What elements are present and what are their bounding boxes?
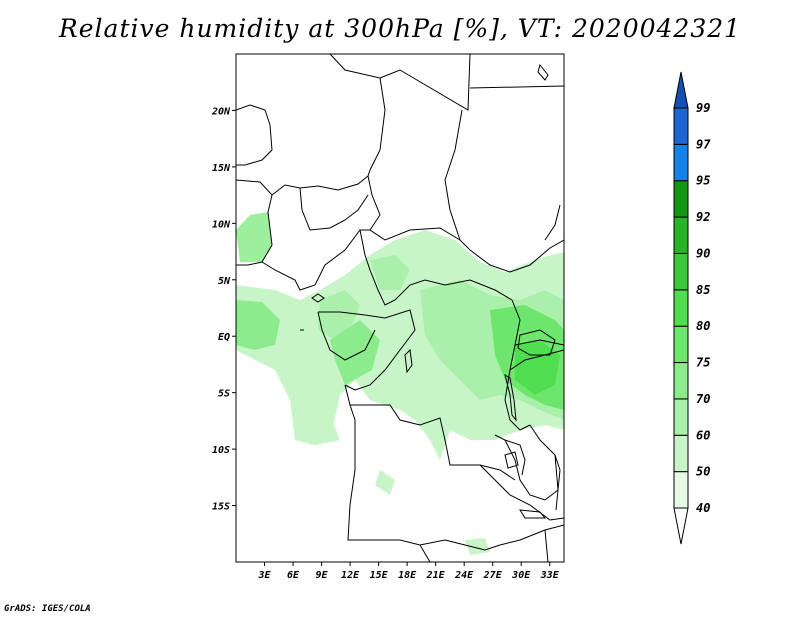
x-tick-label: 30E — [511, 570, 531, 581]
colorbar-min-arrow — [673, 507, 689, 545]
y-tick-label: 20N — [211, 106, 231, 117]
y-tick-label: 15S — [212, 502, 230, 513]
colorbar-label: 40 — [696, 501, 710, 515]
country-borders — [236, 54, 564, 562]
colorbar-label: 50 — [696, 465, 710, 479]
colorbar-label: 92 — [696, 210, 710, 224]
colorbar: 40 50 60 70 75 80 85 90 92 95 97 99 — [673, 71, 711, 545]
grads-credit: GrADS: IGES/COLA — [4, 604, 91, 614]
x-tick-label: 27E — [483, 570, 503, 581]
x-tick-label: 9E — [316, 570, 329, 581]
y-tick-label: 10S — [212, 445, 230, 456]
colorbar-segment — [673, 362, 689, 400]
colorbar-label: 90 — [696, 246, 710, 260]
y-tick-label: 10N — [212, 219, 231, 230]
lakes — [300, 63, 556, 519]
colorbar-segment — [673, 252, 689, 291]
colorbar-segment — [673, 325, 689, 364]
colorbar-label: 95 — [696, 174, 710, 188]
colorbar-label: 60 — [696, 428, 710, 442]
colorbar-label: 85 — [696, 283, 710, 297]
colorbar-label: 70 — [696, 392, 710, 406]
colorbar-segment — [673, 289, 689, 327]
map-axes: 3E 6E 9E 12E 15E 18E 21E 24E 27E 30E 33E 20N 15N 10N 5… — [211, 106, 560, 581]
y-tick-label: EQ — [218, 332, 230, 343]
colorbar-segment — [673, 434, 689, 473]
colorbar-label: 75 — [696, 356, 710, 370]
x-tick-label: 21E — [426, 570, 446, 581]
colorbar-segment — [673, 398, 689, 436]
colorbar-segment — [673, 107, 689, 145]
colorbar-max-arrow — [673, 71, 689, 109]
map-title: Relative humidity at 300hPa [%], VT: 202… — [58, 14, 742, 43]
colorbar-label: 80 — [696, 319, 710, 333]
colorbar-segment — [673, 143, 689, 182]
humidity-field — [236, 212, 564, 555]
x-tick-label: 33E — [540, 570, 560, 581]
x-tick-label: 6E — [287, 570, 300, 581]
colorbar-segment — [673, 471, 689, 509]
x-tick-label: 12E — [341, 570, 360, 581]
colorbar-segment — [673, 180, 689, 218]
colorbar-label: 99 — [696, 101, 710, 115]
map-frame — [235, 53, 565, 563]
y-tick-label: 5N — [218, 276, 231, 287]
x-tick-label: 18E — [398, 570, 417, 581]
x-tick-label: 24E — [454, 570, 474, 581]
x-tick-label: 3E — [257, 570, 271, 581]
colorbar-label: 97 — [696, 137, 711, 151]
y-tick-label: 15N — [212, 163, 231, 174]
colorbar-segment — [673, 216, 689, 254]
x-tick-label: 15E — [370, 570, 389, 581]
y-tick-label: 5S — [218, 389, 230, 400]
